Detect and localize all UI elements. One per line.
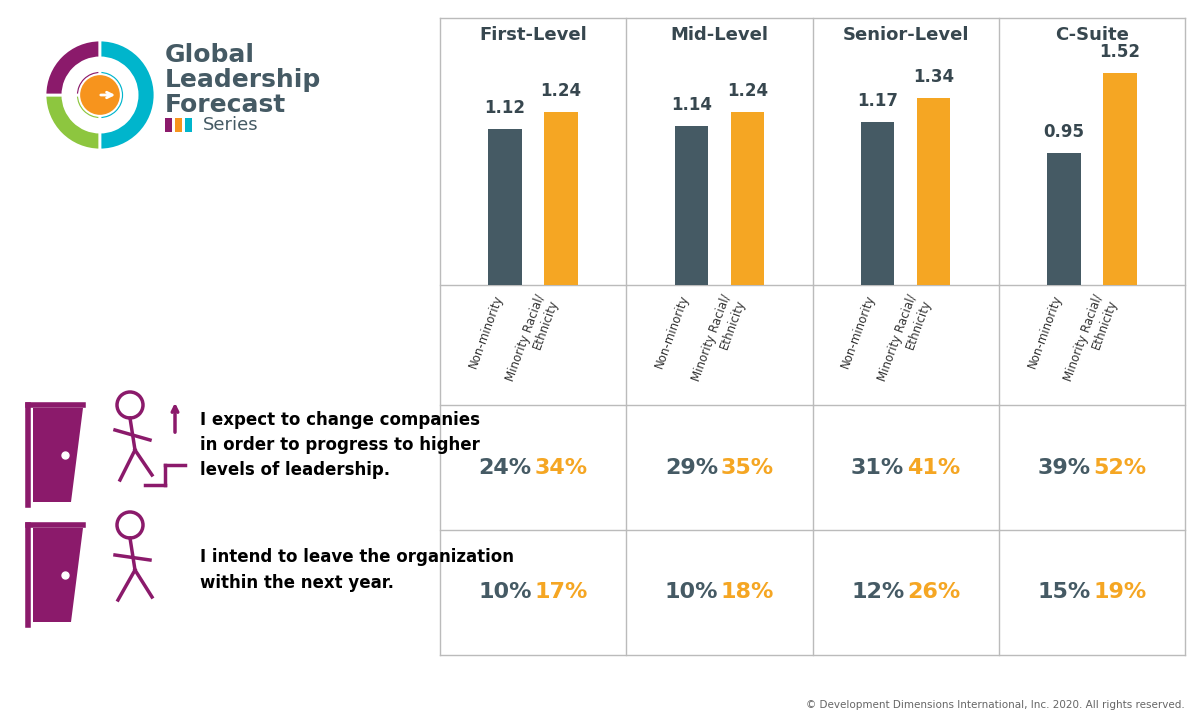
Text: Forecast: Forecast <box>166 93 287 117</box>
Text: 29%: 29% <box>665 458 718 477</box>
Text: 10%: 10% <box>479 583 532 602</box>
Bar <box>731 112 764 285</box>
Text: 35%: 35% <box>721 458 774 477</box>
Text: 1.52: 1.52 <box>1099 43 1140 61</box>
Bar <box>1103 73 1136 285</box>
Text: C-Suite: C-Suite <box>1055 26 1129 44</box>
Text: 19%: 19% <box>1093 583 1146 602</box>
Bar <box>175 118 182 132</box>
Text: 52%: 52% <box>1093 458 1146 477</box>
Text: © Development Dimensions International, Inc. 2020. All rights reserved.: © Development Dimensions International, … <box>806 700 1186 710</box>
Bar <box>545 112 578 285</box>
Text: Non-minority: Non-minority <box>839 293 877 370</box>
Polygon shape <box>34 528 83 622</box>
Polygon shape <box>34 408 83 502</box>
Text: 0.95: 0.95 <box>1044 123 1085 141</box>
Text: 1.17: 1.17 <box>857 92 898 110</box>
Text: Minority Racial/
Ethnicity: Minority Racial/ Ethnicity <box>876 293 934 388</box>
Text: Leadership: Leadership <box>166 68 322 92</box>
Text: 1.24: 1.24 <box>727 82 768 100</box>
Text: Minority Racial/
Ethnicity: Minority Racial/ Ethnicity <box>690 293 748 388</box>
Text: 1.12: 1.12 <box>485 99 526 117</box>
Text: 34%: 34% <box>534 458 588 477</box>
Text: 1.14: 1.14 <box>671 96 712 114</box>
Text: 41%: 41% <box>907 458 960 477</box>
Text: First-Level: First-Level <box>479 26 587 44</box>
Text: Senior-Level: Senior-Level <box>842 26 968 44</box>
Wedge shape <box>46 40 100 95</box>
Text: 1.34: 1.34 <box>913 68 954 86</box>
Bar <box>185 118 192 132</box>
Text: 31%: 31% <box>851 458 905 477</box>
Text: Minority Racial/
Ethnicity: Minority Racial/ Ethnicity <box>504 293 562 388</box>
Text: 12%: 12% <box>851 583 905 602</box>
Text: 39%: 39% <box>1037 458 1091 477</box>
Text: Non-minority: Non-minority <box>653 293 691 370</box>
Bar <box>674 126 708 285</box>
Text: Non-minority: Non-minority <box>467 293 505 370</box>
Text: 17%: 17% <box>534 583 588 602</box>
Text: 15%: 15% <box>1037 583 1091 602</box>
Bar <box>1048 152 1081 285</box>
Text: I intend to leave the organization
within the next year.: I intend to leave the organization withi… <box>200 549 514 591</box>
Bar <box>166 118 172 132</box>
Bar <box>917 98 950 285</box>
Text: 1.24: 1.24 <box>540 82 582 100</box>
Text: 18%: 18% <box>721 583 774 602</box>
Text: 10%: 10% <box>665 583 718 602</box>
Text: 26%: 26% <box>907 583 960 602</box>
Wedge shape <box>46 95 100 150</box>
Text: I expect to change companies
in order to progress to higher
levels of leadership: I expect to change companies in order to… <box>200 411 480 479</box>
Text: Global: Global <box>166 43 256 67</box>
Text: Minority Racial/
Ethnicity: Minority Racial/ Ethnicity <box>1062 293 1120 388</box>
Text: Non-minority: Non-minority <box>1025 293 1064 370</box>
Wedge shape <box>100 40 155 150</box>
Circle shape <box>79 74 121 116</box>
Wedge shape <box>61 56 138 134</box>
Text: Mid-Level: Mid-Level <box>671 26 768 44</box>
Bar <box>488 129 522 285</box>
Text: Series: Series <box>203 116 259 134</box>
Bar <box>860 122 894 285</box>
Text: 24%: 24% <box>479 458 532 477</box>
